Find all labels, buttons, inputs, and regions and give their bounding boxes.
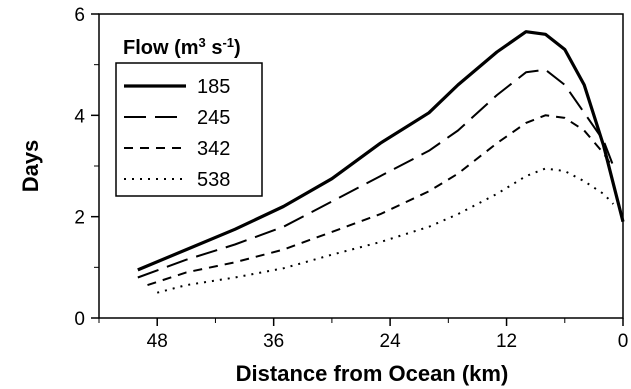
legend: Flow (m3 s-1) 185 245 342 538 xyxy=(115,35,263,197)
x-tick-label: 0 xyxy=(618,331,629,352)
y-tick-label: 2 xyxy=(74,208,85,229)
legend-title-prefix: Flow (m xyxy=(123,37,199,59)
series-line-185 xyxy=(137,30,625,272)
x-tick-label: 48 xyxy=(147,331,168,352)
y-axis-title: Days xyxy=(18,140,43,193)
y-tick-label: 0 xyxy=(74,309,85,330)
legend-box xyxy=(115,62,263,197)
y-tick-label: 4 xyxy=(74,106,85,127)
legend-title-sup1: 3 xyxy=(199,35,206,50)
legend-title: Flow (m3 s-1) xyxy=(123,35,241,60)
legend-title-suffix: ) xyxy=(234,37,241,59)
legend-title-mid: s xyxy=(206,37,223,59)
legend-label-342: 342 xyxy=(197,138,230,160)
series-line-342 xyxy=(147,114,615,287)
x-tick-label: 36 xyxy=(263,331,284,352)
x-axis-title: Distance from Ocean (km) xyxy=(236,361,509,386)
x-tick-label: 24 xyxy=(380,331,402,352)
legend-label-245: 245 xyxy=(197,107,230,129)
y-tick-label: 6 xyxy=(74,5,85,26)
legend-label-185: 185 xyxy=(197,76,230,98)
legend-label-538: 538 xyxy=(197,169,230,191)
series-lines xyxy=(137,30,625,294)
series-line-245 xyxy=(137,68,615,279)
x-tick-label: 12 xyxy=(496,331,517,352)
legend-title-sup2: -1 xyxy=(222,35,234,50)
legend-items: 185 245 342 538 xyxy=(124,76,230,191)
